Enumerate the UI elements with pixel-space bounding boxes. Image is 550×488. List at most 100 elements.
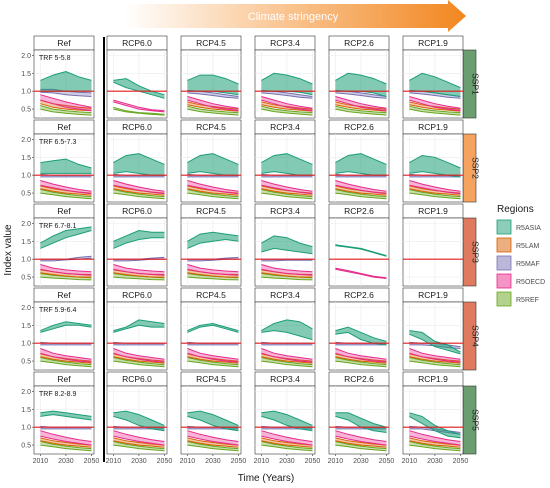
line-r5ref-lower [335, 444, 387, 452]
legend-title: Regions [497, 204, 534, 215]
line-r5lam-lower [335, 188, 387, 196]
line-r5ref-lower [40, 192, 92, 200]
x-tick-label: 2050 [305, 458, 321, 465]
line-r5lam-lower [40, 440, 92, 448]
line-r5ref-upper [335, 105, 387, 114]
y-tick-label: 2.0 [21, 221, 31, 228]
line-r5oecd-lower [113, 268, 165, 276]
legend-label: R5REF [516, 297, 539, 304]
y-tick-label: 1.5 [21, 155, 31, 162]
line-r5lam-lower [335, 440, 387, 448]
x-tick-label: 2010 [402, 458, 418, 465]
line-r5ref-upper [335, 189, 387, 198]
panel: RCP4.5 [180, 35, 242, 119]
panel: RCP6.0 [106, 119, 168, 203]
band-r5asia [40, 159, 92, 174]
legend-key [496, 273, 512, 289]
line-r5asia-lower [187, 324, 239, 333]
panel: RCP1.9 [402, 119, 464, 203]
column-strip-label: RCP6.0 [122, 374, 152, 384]
band-r5maf [187, 90, 239, 99]
column-strip-label: Ref [57, 374, 71, 384]
line-r5oecd-lower [409, 352, 461, 363]
line-r5oecd-upper [409, 180, 461, 192]
x-tick-label: 2030 [58, 458, 74, 465]
line-r5oecd-upper [409, 348, 461, 360]
line-r5asia-lower [261, 415, 313, 432]
panel: RCP6.0 [106, 287, 168, 371]
y-tick-label: 2.0 [21, 137, 31, 144]
line-r5ref-upper [187, 441, 239, 450]
column-strip-label: RCP2.6 [344, 374, 374, 384]
line-r5asia-lower [187, 415, 239, 432]
x-tick-label: 2010 [180, 458, 196, 465]
band-r5asia [113, 411, 165, 431]
line-r5ref-lower [113, 108, 165, 116]
panel: RCP1.9 [402, 35, 464, 119]
line-r5asia-upper [261, 235, 313, 248]
line-r5lam-lower [261, 440, 313, 448]
column-strip-label: RCP6.0 [122, 290, 152, 300]
panel: RCP4.5 [180, 287, 242, 371]
line-r5oecd-lower [335, 184, 387, 195]
column-strip-label: RCP2.6 [344, 38, 374, 48]
ssp-strip-label: SSP4 [471, 325, 481, 347]
x-tick-label: 2050 [84, 458, 100, 465]
line-r5asia-upper [113, 153, 165, 165]
line-r5oecd-lower [409, 184, 461, 195]
line-r5ref-upper [409, 105, 461, 114]
line-r5ref-lower [409, 360, 461, 368]
line-r5ref-upper [187, 189, 239, 198]
line-r5ref-upper [261, 441, 313, 450]
line-r5lam-upper [409, 101, 461, 110]
line-r5oecd-upper [335, 96, 387, 109]
line-r5ref-lower [409, 444, 461, 452]
panel: RCP2.6 2010 2030 2050 [328, 371, 395, 465]
band-r5oecd [261, 96, 313, 111]
line-r5ref-lower [187, 444, 239, 452]
line-r5ref-upper [187, 357, 239, 366]
x-tick-label: 2030 [205, 458, 221, 465]
y-tick-label: 1.0 [21, 425, 31, 432]
y-tick-label: 0.5 [21, 191, 31, 198]
line-r5lam-lower [261, 272, 313, 278]
line-r5maf-lower [409, 92, 461, 99]
line-r5oecd-upper [187, 96, 239, 109]
x-tick-label: 2050 [379, 458, 395, 465]
y-tick-label: 0.5 [21, 275, 31, 282]
panel: Ref TRF 8.2-8.9 0.5 1.0 1.5 2.0 2010 2030 2050 [21, 371, 100, 465]
line-r5ref-lower [113, 192, 165, 200]
band-r5ref [409, 106, 461, 116]
x-tick-label: 2050 [157, 458, 173, 465]
line-r5ref-lower [335, 360, 387, 368]
band-r5oecd [335, 96, 387, 111]
line-r5lam-lower [187, 440, 239, 448]
line-r5lam-lower [113, 188, 165, 196]
band-r5oecd [187, 430, 239, 446]
band-r5asia [187, 153, 239, 176]
line-r5lam-lower [409, 440, 461, 448]
line-r5oecd-lower [187, 99, 239, 112]
panel: Ref TRF 5-5.8 0.5 1.0 1.5 2.0 [21, 35, 95, 119]
line-r5ref-lower [409, 108, 461, 116]
line-r5ref-lower [187, 276, 239, 281]
line-r5oecd-lower [261, 99, 313, 112]
band-r5ref [261, 106, 313, 116]
line-r5lam-lower [261, 188, 313, 196]
line-r5oecd-upper [261, 348, 313, 360]
line-r5asia-upper [335, 326, 387, 342]
line-r5asia-lower [187, 238, 239, 249]
panel-background [328, 217, 390, 287]
line-r5oecd-lower [335, 352, 387, 363]
line-r5lam-lower [409, 104, 461, 112]
line-r5lam-lower [335, 104, 387, 112]
panel: RCP2.6 [328, 119, 390, 203]
x-tick-label: 2030 [353, 458, 369, 465]
band-r5oecd [40, 348, 92, 363]
line-r5asia-upper [335, 153, 387, 165]
line-r5oecd-upper [187, 180, 239, 192]
line-r5oecd-upper [261, 96, 313, 109]
line-r5lam-lower [40, 272, 92, 278]
panel: RCP1.9 2010 2030 2050 [402, 371, 468, 465]
panel: Ref TRF 6.7-8.1 0.5 1.0 1.5 2.0 [21, 203, 95, 287]
